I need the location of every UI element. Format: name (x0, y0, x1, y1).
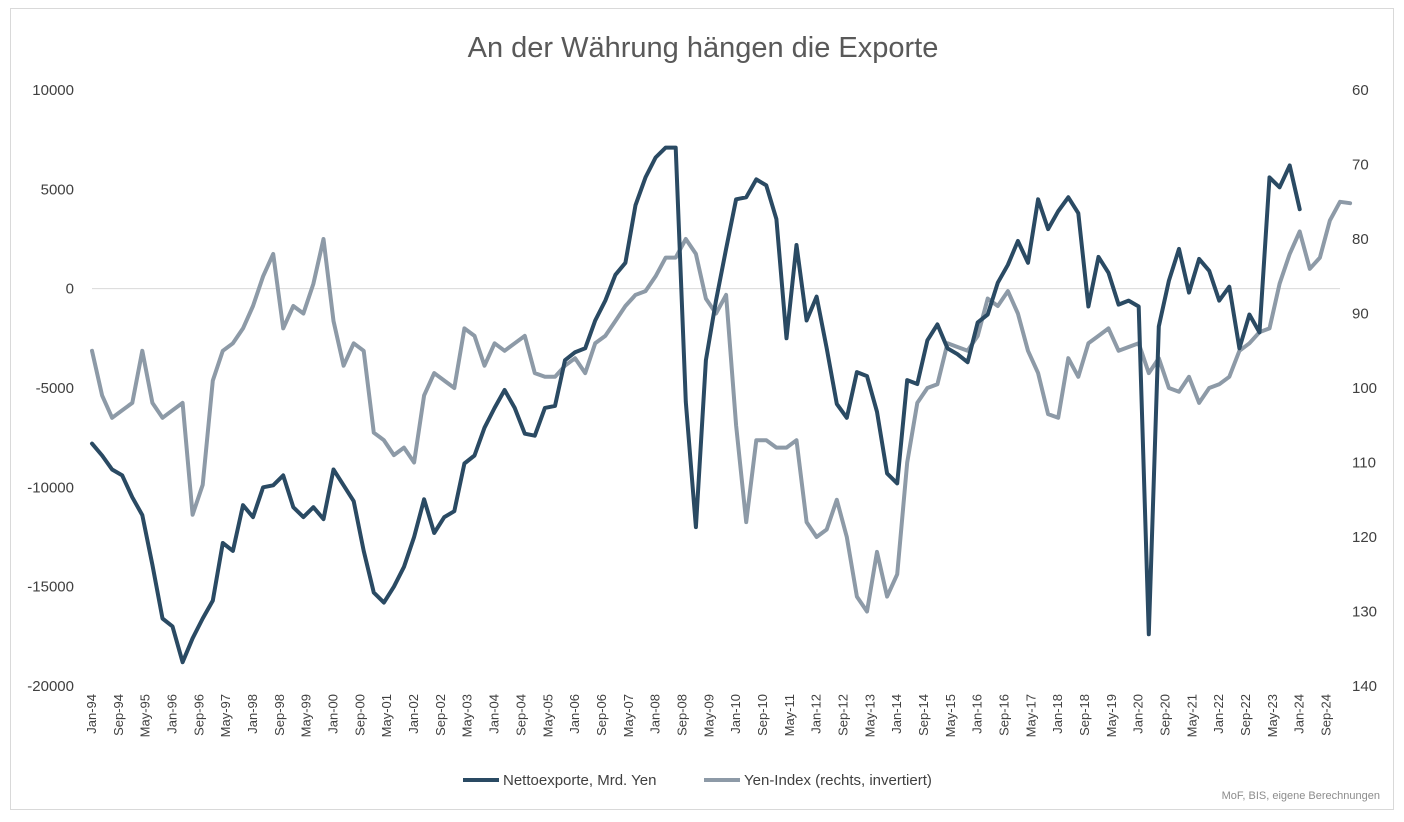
right-tick-label: 60 (1352, 82, 1369, 99)
x-tick-label: May-07 (621, 694, 636, 737)
x-tick-label: Sep-02 (433, 694, 448, 736)
chart-title: An der Währung hängen die Exporte (468, 32, 939, 64)
series-line-yen-index (90, 199, 1353, 614)
x-tick-label: Jan-96 (165, 694, 180, 734)
x-tick-label: May-11 (782, 694, 797, 736)
right-tick-label: 90 (1352, 306, 1369, 323)
right-tick-label: 110 (1352, 455, 1376, 472)
legend: Nettoexporte, Mrd. Yen Yen-Index (rechts… (463, 772, 932, 789)
x-tick-label: Jan-14 (889, 694, 904, 734)
x-tick-label: Jan-16 (970, 694, 985, 734)
left-tick-label: 0 (66, 281, 74, 298)
x-tick-label: May-15 (943, 694, 958, 737)
x-tick-label: May-21 (1184, 694, 1199, 737)
x-tick-label: Sep-04 (513, 694, 528, 736)
x-tick-label: Sep-24 (1319, 694, 1334, 736)
x-tick-label: Sep-96 (191, 694, 206, 736)
x-tick-label: Sep-98 (272, 694, 287, 736)
x-tick-label: Jan-24 (1292, 694, 1307, 734)
x-tick-label: May-95 (138, 694, 153, 737)
x-tick-label: Sep-18 (1077, 694, 1092, 736)
x-tick-label: Jan-06 (567, 694, 582, 734)
left-axis-ticks: 10000 5000 0 -5000 -10000 -15000 -20000 (27, 82, 74, 695)
x-tick-label: Sep-14 (916, 694, 931, 736)
x-tick-label: May-97 (218, 694, 233, 737)
x-tick-label: Sep-22 (1238, 694, 1253, 736)
x-tick-label: May-09 (701, 694, 716, 737)
x-tick-label: Jan-02 (406, 694, 421, 734)
x-tick-label: May-03 (460, 694, 475, 737)
left-tick-label: 10000 (32, 82, 74, 99)
right-tick-label: 100 (1352, 380, 1377, 397)
left-tick-label: 5000 (41, 181, 74, 198)
left-tick-label: -20000 (27, 678, 74, 695)
x-tick-label: Sep-94 (111, 694, 126, 736)
left-tick-label: -15000 (27, 579, 74, 596)
source-note: MoF, BIS, eigene Berechnungen (1222, 790, 1380, 802)
series-line-nettoexporte (90, 145, 1302, 665)
x-tick-label: Jan-94 (84, 694, 99, 734)
x-tick-label: Sep-08 (675, 694, 690, 736)
x-tick-label: May-19 (1104, 694, 1119, 737)
right-tick-label: 70 (1352, 157, 1369, 174)
chart-frame: An der Währung hängen die Exporte 10000 5… (10, 8, 1394, 810)
x-tick-label: Jan-00 (326, 694, 341, 734)
legend-label-nettoexporte: Nettoexporte, Mrd. Yen (503, 772, 656, 789)
x-tick-label: Sep-10 (755, 694, 770, 736)
legend-label-yen-index: Yen-Index (rechts, invertiert) (744, 772, 932, 789)
x-tick-label: Jan-08 (648, 694, 663, 734)
x-tick-label: Sep-00 (352, 694, 367, 736)
line-chart: An der Währung hängen die Exporte 10000 5… (27, 32, 1380, 802)
x-tick-label: Sep-12 (836, 694, 851, 736)
right-tick-label: 80 (1352, 231, 1369, 248)
right-tick-label: 120 (1352, 529, 1377, 546)
x-tick-label: Jan-18 (1050, 694, 1065, 734)
x-tick-label: Jan-20 (1131, 694, 1146, 734)
x-tick-label: Sep-06 (594, 694, 609, 736)
right-axis-ticks: 60 70 80 90 100 110 120 130 140 (1352, 82, 1377, 695)
x-tick-label: May-17 (1023, 694, 1038, 737)
x-tick-label: May-05 (540, 694, 555, 737)
left-tick-label: -5000 (36, 380, 74, 397)
x-axis-ticks: Jan-94 Sep-94 May-95 Jan-96 Sep-96 May-97 Jan-… (84, 694, 1334, 737)
x-tick-label: Jan-10 (728, 694, 743, 734)
x-tick-label: Sep-16 (997, 694, 1012, 736)
x-tick-label: Jan-98 (245, 694, 260, 734)
left-tick-label: -10000 (27, 479, 74, 496)
x-tick-label: May-13 (862, 694, 877, 737)
x-tick-label: Jan-12 (809, 694, 824, 734)
series-lines (90, 145, 1353, 665)
x-tick-label: May-23 (1265, 694, 1280, 737)
right-tick-label: 140 (1352, 678, 1377, 695)
x-tick-label: Jan-04 (487, 694, 502, 734)
x-tick-label: May-99 (299, 694, 314, 737)
right-tick-label: 130 (1352, 604, 1377, 621)
x-tick-label: May-01 (379, 694, 394, 737)
x-tick-label: Jan-22 (1211, 694, 1226, 734)
x-tick-label: Sep-20 (1158, 694, 1173, 736)
